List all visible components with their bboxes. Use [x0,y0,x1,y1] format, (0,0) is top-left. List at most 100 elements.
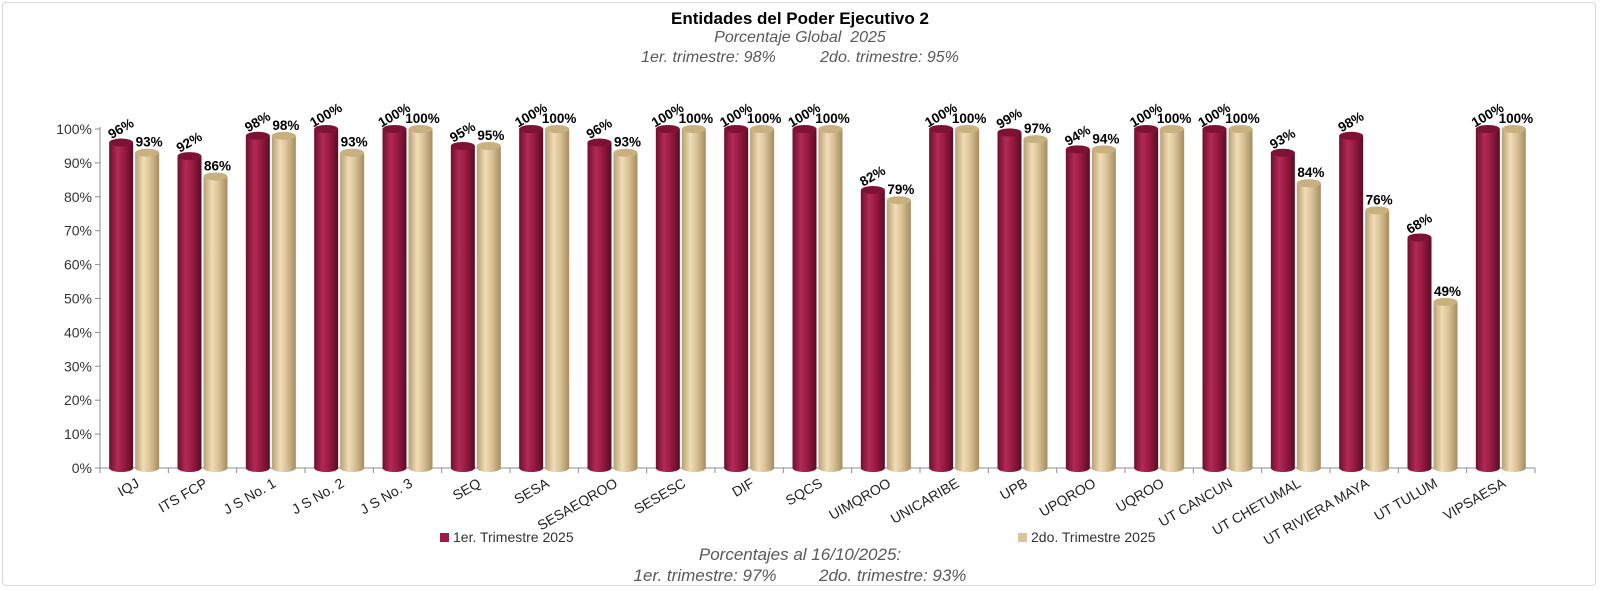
bar-base [724,464,749,472]
bar-q2 [750,125,775,472]
bar-base [314,464,339,472]
bar-q2 [1228,125,1253,472]
bar-base [613,464,638,472]
bar-q1 [1134,125,1159,472]
legend-label: 1er. Trimestre 2025 [453,529,574,545]
y-tick-label: 80% [64,189,92,205]
chart-subtitle: Porcentaje Global 2025 [714,29,886,46]
bar-base [135,464,160,472]
bar-body [1475,129,1500,468]
bar-q1 [109,138,134,472]
x-tick-label: UPB [997,475,1030,503]
bar-top [1065,145,1090,154]
bar-body [1065,149,1090,468]
bar-q2 [545,125,570,472]
bar-body [613,152,638,469]
bar-body [929,129,954,468]
bar-body [450,145,475,468]
bar-body [1501,129,1526,468]
bar-base [1433,464,1458,472]
bar-top [724,125,749,133]
bar-q2 [271,131,296,472]
bar-q1 [314,125,339,472]
bar-base [655,464,680,472]
bar-q1 [1202,125,1227,472]
bar-body [655,129,680,468]
chart-subtitle-quarters: 1er. trimestre: 98% 2do. trimestre: 95% [641,49,959,66]
bar-body [1023,139,1048,469]
data-label-q2: 84% [1297,165,1324,180]
bar-body [681,129,706,468]
bar-body [587,142,612,468]
data-label-q2: 93% [614,135,641,150]
y-tick-label: 30% [64,358,92,374]
bar-top [1296,179,1321,188]
bar-q1 [1270,148,1295,472]
bar-body [519,129,544,468]
x-tick-label: VIPSAESA [1440,474,1509,523]
bar-q1 [997,128,1022,472]
bar-q1 [382,125,407,472]
bar-top [1023,135,1048,144]
bar-top [109,138,134,147]
bar-top [519,125,544,133]
bar-body [750,129,775,468]
legend-label: 2do. Trimestre 2025 [1031,529,1156,545]
data-label-q1: 99% [994,105,1025,132]
bar-top [382,125,407,133]
bar-top [886,196,911,205]
bar-q1 [929,125,954,472]
x-tick-label: IQJ [115,475,142,500]
bar-q1 [1065,145,1090,472]
x-tick-label: UPQROO [1036,475,1098,520]
data-label-q2: 100% [1157,111,1192,126]
bar-top [1475,125,1500,133]
bar-base [271,464,296,472]
footer-totals-line: 1er. trimestre: 97% 2do. trimestre: 93% [633,566,967,585]
bar-q1 [519,125,544,472]
bar-top [1407,233,1432,242]
bar-body [955,129,980,468]
bar-q2 [681,125,706,472]
bar-body [109,142,134,468]
y-tick-label: 70% [64,223,92,239]
bar-top [245,131,270,140]
x-tick-label: UQROO [1113,475,1167,515]
bar-body [860,190,885,468]
data-label-q2: 86% [204,158,231,173]
data-label-q2: 100% [1225,111,1260,126]
bar-body [1134,129,1159,468]
bar-base [109,464,134,472]
bar-top [408,125,433,133]
x-tick-label: J S No. 2 [289,475,347,518]
data-label-q2: 49% [1434,284,1461,299]
bar-body [997,132,1022,468]
bar-top [750,125,775,133]
bar-body [177,156,202,468]
bar-top [681,125,706,133]
data-label-q2: 93% [136,135,163,150]
legend-swatch [1018,533,1027,542]
bar-top [818,125,843,133]
bar-top [1365,206,1390,215]
data-label-q2: 95% [477,128,504,143]
y-tick-label: 100% [56,121,92,137]
data-label-q2: 79% [887,182,914,197]
bar-q2 [135,148,160,472]
data-label-q2: 97% [1024,121,1051,136]
data-label-q1: 98% [1335,109,1366,136]
bar-base [1501,464,1526,472]
bar-base [545,464,570,472]
data-label-q2: 76% [1366,192,1393,207]
bar-body [314,129,339,468]
x-tick-label: DIF [729,475,757,500]
x-tick-label: J S No. 1 [220,475,278,518]
bar-top [955,125,980,133]
bar-top [476,141,501,150]
bar-q2 [886,196,911,472]
bar-top [1501,125,1526,133]
bar-body [792,129,817,468]
bar-q2 [203,172,228,472]
data-label-q2: 100% [1499,111,1534,126]
